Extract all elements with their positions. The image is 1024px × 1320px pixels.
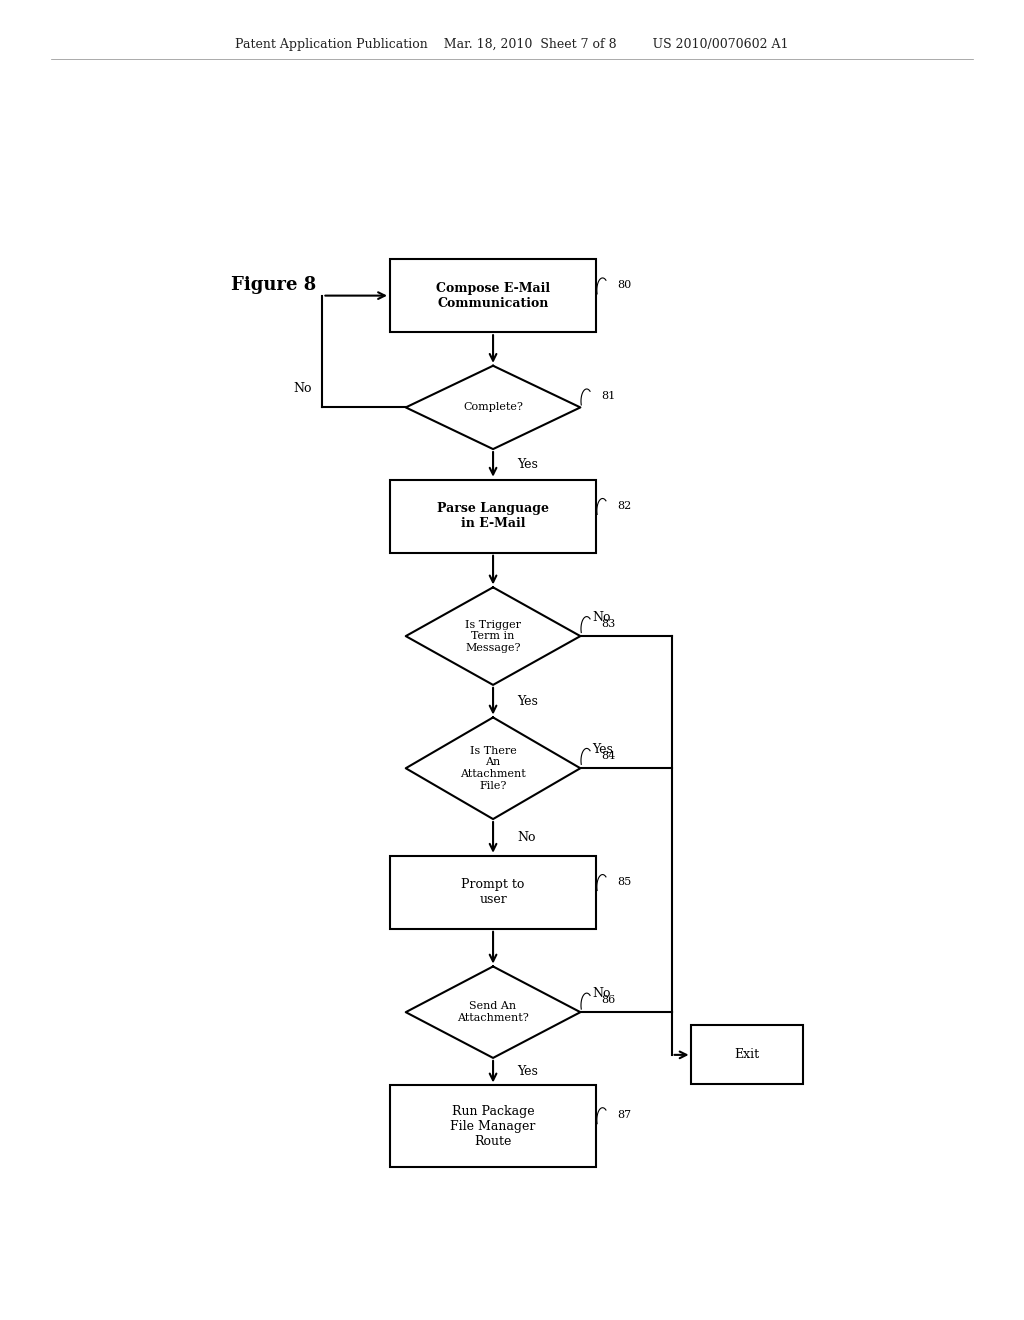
Text: No: No [293,383,312,395]
Text: 87: 87 [616,1110,631,1119]
Text: 83: 83 [601,619,615,628]
Text: No: No [592,611,610,624]
Text: Parse Language
in E-Mail: Parse Language in E-Mail [437,502,549,531]
Text: Yes: Yes [592,743,613,756]
Text: 86: 86 [601,995,615,1006]
Bar [691,1026,803,1084]
Bar [390,259,596,333]
Text: Complete?: Complete? [463,403,523,412]
Polygon shape [406,966,581,1057]
Text: Yes: Yes [517,1065,538,1078]
Text: 84: 84 [601,751,615,760]
Text: Patent Application Publication    Mar. 18, 2010  Sheet 7 of 8         US 2010/00: Patent Application Publication Mar. 18, … [236,38,788,51]
Text: Yes: Yes [517,694,538,708]
Text: 85: 85 [616,876,631,887]
Text: Is Trigger
Term in
Message?: Is Trigger Term in Message? [465,619,521,652]
Text: No: No [517,830,536,843]
Text: 80: 80 [616,280,631,290]
Text: Send An
Attachment?: Send An Attachment? [457,1002,529,1023]
Text: No: No [592,987,610,1001]
Bar [390,479,596,553]
Polygon shape [406,366,581,449]
Text: Is There
An
Attachment
File?: Is There An Attachment File? [460,746,526,791]
Text: Run Package
File Manager
Route: Run Package File Manager Route [451,1105,536,1147]
Polygon shape [406,587,581,685]
Text: Compose E-Mail
Communication: Compose E-Mail Communication [436,281,550,310]
Text: Yes: Yes [517,458,538,471]
Bar [390,1085,596,1167]
Text: Exit: Exit [734,1048,760,1061]
Text: 82: 82 [616,500,631,511]
Polygon shape [406,718,581,818]
Bar [390,855,596,929]
Text: Prompt to
user: Prompt to user [462,878,524,907]
Text: 81: 81 [601,391,615,401]
Text: Figure 8: Figure 8 [231,276,316,294]
